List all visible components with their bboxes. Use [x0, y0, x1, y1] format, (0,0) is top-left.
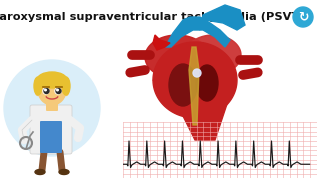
FancyBboxPatch shape — [30, 105, 72, 154]
Polygon shape — [197, 5, 245, 30]
Ellipse shape — [63, 89, 68, 96]
Ellipse shape — [36, 89, 41, 96]
Ellipse shape — [59, 170, 69, 174]
Polygon shape — [189, 47, 199, 125]
Circle shape — [193, 69, 201, 77]
Polygon shape — [185, 35, 241, 75]
Polygon shape — [153, 35, 170, 50]
Circle shape — [57, 89, 58, 91]
FancyBboxPatch shape — [46, 99, 58, 111]
Polygon shape — [153, 75, 235, 140]
Ellipse shape — [55, 88, 61, 94]
Polygon shape — [145, 35, 209, 79]
Circle shape — [293, 7, 313, 27]
Ellipse shape — [169, 64, 197, 106]
Ellipse shape — [62, 77, 70, 95]
Polygon shape — [165, 17, 230, 47]
Ellipse shape — [37, 72, 67, 88]
Text: paroxysmal supraventricular tachycardia (PSVT): paroxysmal supraventricular tachycardia … — [0, 12, 305, 22]
Polygon shape — [153, 42, 237, 118]
Ellipse shape — [38, 75, 66, 105]
Ellipse shape — [35, 170, 45, 174]
FancyBboxPatch shape — [40, 121, 62, 153]
Text: ↻: ↻ — [298, 10, 308, 24]
Ellipse shape — [196, 65, 218, 101]
Circle shape — [45, 89, 46, 91]
Ellipse shape — [43, 88, 49, 94]
Circle shape — [44, 89, 49, 93]
Circle shape — [56, 89, 61, 93]
Ellipse shape — [34, 77, 42, 95]
Circle shape — [4, 60, 100, 156]
